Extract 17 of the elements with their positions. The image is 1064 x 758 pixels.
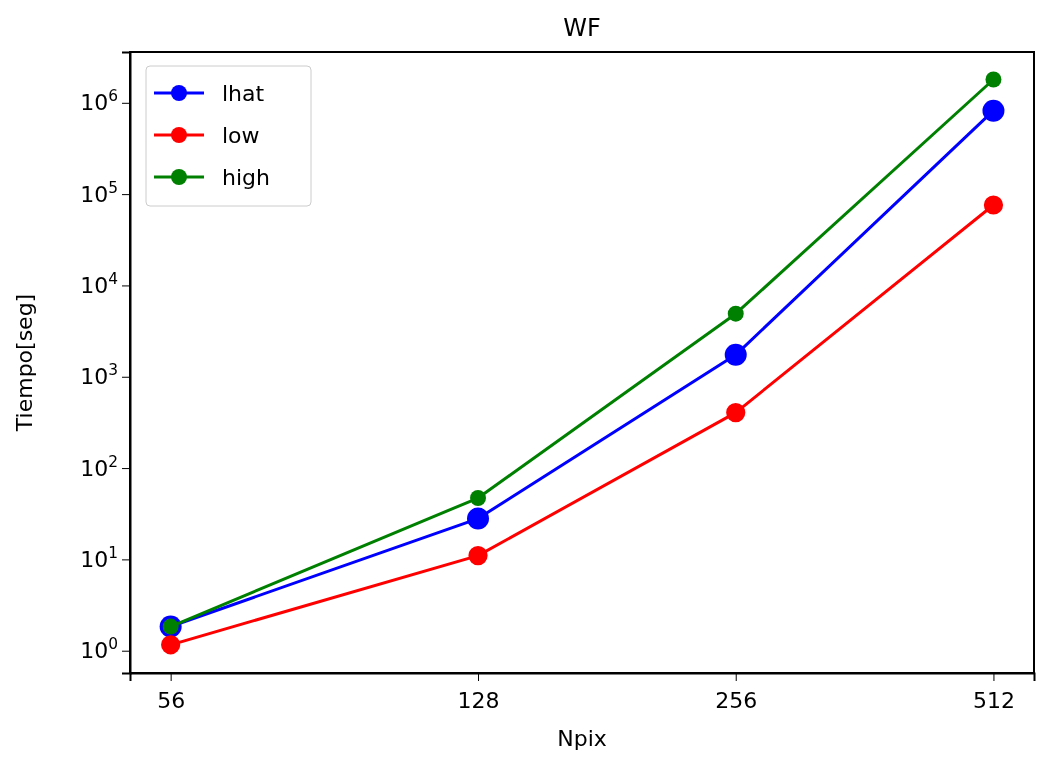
- y-tick-label: 10$^{2}$: [80, 452, 118, 481]
- legend-label: low: [222, 123, 260, 148]
- y-axis-title: Tiempo[seg]: [12, 293, 37, 433]
- y-tick-label: 10$^{1}$: [80, 543, 118, 572]
- x-tick-label: 128: [457, 688, 500, 714]
- y-tick-label: 10$^{4}$: [80, 269, 118, 298]
- y-tick-label: 10$^{5}$: [80, 178, 118, 207]
- legend-label: lhat: [222, 81, 265, 106]
- legend-label: high: [222, 165, 270, 190]
- x-tick-label: 56: [157, 688, 186, 714]
- x-axis-title: Npix: [557, 726, 607, 751]
- y-tick-label: 10$^{0}$: [80, 635, 118, 664]
- chart-title: WF: [563, 14, 601, 42]
- y-tick-label: 10$^{6}$: [80, 87, 118, 116]
- x-tick-label: 512: [972, 688, 1015, 714]
- y-tick-label: 10$^{3}$: [80, 361, 118, 390]
- x-tick-label: 256: [715, 688, 758, 714]
